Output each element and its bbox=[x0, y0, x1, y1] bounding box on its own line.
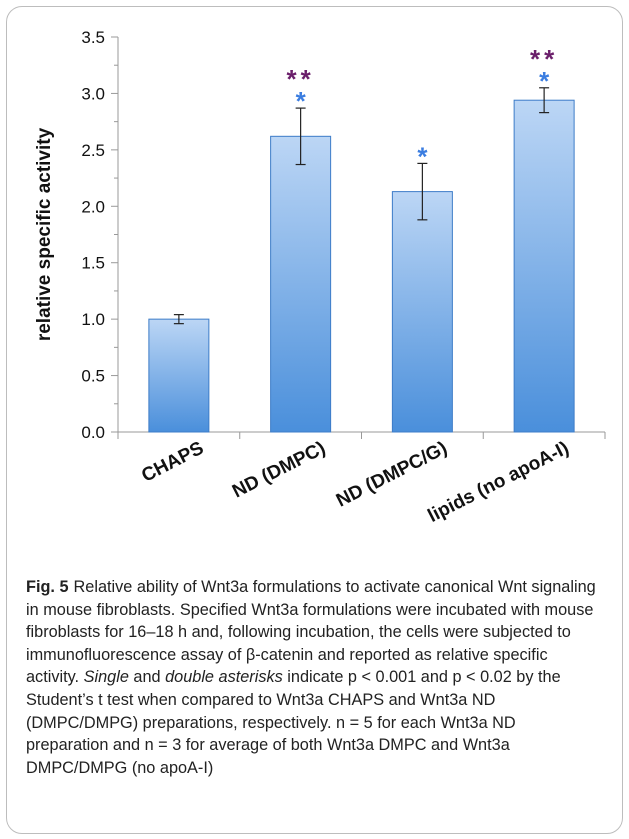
bar bbox=[270, 135, 332, 433]
bar bbox=[391, 191, 453, 433]
y-tick-label: 0.5 bbox=[81, 367, 105, 386]
figure-caption: Fig. 5 Relative ability of Wnt3a formulat… bbox=[26, 576, 601, 779]
y-tick-label: 1.0 bbox=[81, 310, 105, 329]
x-category-label: ND (DMPC/G) bbox=[333, 438, 451, 512]
bar bbox=[148, 318, 210, 433]
bar-chart: 0.0 0.5 1.0 1.5 2.0 2.5 3.0 3.5 relative specifi… bbox=[34, 28, 606, 527]
single-asterisk: * bbox=[539, 66, 550, 96]
caption-text-part2: indicate p < 0.001 and p < 0.02 by the S… bbox=[26, 668, 561, 777]
single-asterisk: * bbox=[296, 86, 307, 116]
x-category-label: CHAPS bbox=[138, 438, 207, 487]
y-tick-label: 1.5 bbox=[81, 254, 105, 273]
bar bbox=[513, 99, 575, 433]
double-asterisk: ** bbox=[530, 44, 558, 74]
y-tick-label: 3.5 bbox=[81, 28, 105, 47]
double-asterisk: ** bbox=[287, 64, 315, 94]
x-category-label: ND (DMPC) bbox=[229, 438, 329, 503]
single-asterisk: * bbox=[417, 141, 428, 171]
y-tick-label: 2.0 bbox=[81, 197, 105, 216]
caption-and: and bbox=[128, 668, 166, 687]
figure-label: Fig. 5 bbox=[26, 578, 69, 596]
caption-text-part1: Relative ability of Wnt3a formulations t… bbox=[26, 578, 596, 687]
y-tick-label: 3.0 bbox=[81, 84, 105, 103]
y-tick-label: 0.0 bbox=[81, 423, 105, 442]
y-axis-title: relative specific activity bbox=[34, 127, 55, 341]
caption-single-italic: Single bbox=[83, 668, 129, 687]
caption-double-italic: double asterisks bbox=[165, 668, 283, 687]
y-tick-label: 2.5 bbox=[81, 141, 105, 160]
